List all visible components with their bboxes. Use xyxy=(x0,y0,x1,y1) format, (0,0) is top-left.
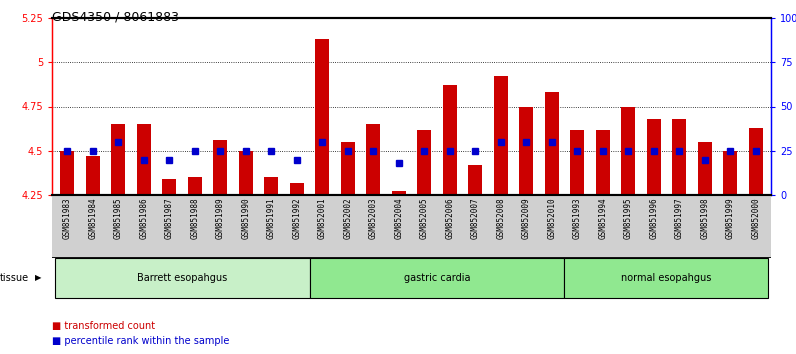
Text: GSM851985: GSM851985 xyxy=(114,197,123,239)
Bar xyxy=(341,142,355,195)
Bar xyxy=(494,76,508,195)
Text: GSM851995: GSM851995 xyxy=(624,197,633,239)
Bar xyxy=(188,177,202,195)
Text: GSM852003: GSM852003 xyxy=(369,197,378,239)
Text: GSM851988: GSM851988 xyxy=(190,197,199,239)
Bar xyxy=(468,165,482,195)
Text: GSM851991: GSM851991 xyxy=(267,197,275,239)
Text: GSM852008: GSM852008 xyxy=(496,197,505,239)
Text: Barrett esopahgus: Barrett esopahgus xyxy=(137,273,227,283)
Bar xyxy=(621,107,635,195)
Text: GSM851992: GSM851992 xyxy=(292,197,301,239)
Text: GSM851986: GSM851986 xyxy=(139,197,148,239)
Text: ■ percentile rank within the sample: ■ percentile rank within the sample xyxy=(52,336,229,347)
Text: GSM852005: GSM852005 xyxy=(419,197,429,239)
Bar xyxy=(60,151,74,195)
Text: GSM852009: GSM852009 xyxy=(521,197,531,239)
Text: GSM852001: GSM852001 xyxy=(318,197,327,239)
Bar xyxy=(137,124,150,195)
Bar xyxy=(162,179,176,195)
Text: GSM851984: GSM851984 xyxy=(88,197,97,239)
Text: GSM852006: GSM852006 xyxy=(445,197,455,239)
FancyBboxPatch shape xyxy=(55,258,310,298)
Bar xyxy=(519,107,533,195)
Text: GSM851997: GSM851997 xyxy=(675,197,684,239)
Text: GSM852007: GSM852007 xyxy=(470,197,480,239)
Text: GSM852002: GSM852002 xyxy=(343,197,353,239)
Text: GSM851999: GSM851999 xyxy=(726,197,735,239)
Text: GSM851989: GSM851989 xyxy=(216,197,224,239)
Bar xyxy=(86,156,100,195)
Bar xyxy=(570,130,584,195)
Text: GDS4350 / 8061883: GDS4350 / 8061883 xyxy=(52,11,179,24)
Bar xyxy=(749,128,763,195)
Bar xyxy=(698,142,712,195)
FancyBboxPatch shape xyxy=(310,258,564,298)
Bar xyxy=(724,151,737,195)
Bar xyxy=(595,130,610,195)
Text: GSM851993: GSM851993 xyxy=(573,197,582,239)
Bar xyxy=(417,130,431,195)
Bar xyxy=(672,119,686,195)
Bar xyxy=(392,192,406,195)
Text: GSM851994: GSM851994 xyxy=(599,197,607,239)
Bar xyxy=(366,124,380,195)
Bar xyxy=(290,183,304,195)
Bar xyxy=(646,119,661,195)
Text: ▶: ▶ xyxy=(34,274,41,282)
Bar xyxy=(443,85,457,195)
Text: GSM852000: GSM852000 xyxy=(751,197,760,239)
Text: GSM852004: GSM852004 xyxy=(394,197,404,239)
Bar xyxy=(315,39,330,195)
Bar xyxy=(111,124,125,195)
Bar xyxy=(239,151,253,195)
Text: tissue: tissue xyxy=(0,273,29,283)
Text: GSM851996: GSM851996 xyxy=(650,197,658,239)
Bar xyxy=(544,92,559,195)
Text: normal esopahgus: normal esopahgus xyxy=(621,273,712,283)
Text: GSM851987: GSM851987 xyxy=(165,197,174,239)
Text: ■ transformed count: ■ transformed count xyxy=(52,320,155,331)
Text: GSM851983: GSM851983 xyxy=(63,197,72,239)
FancyBboxPatch shape xyxy=(564,258,768,298)
Bar xyxy=(264,177,279,195)
Bar xyxy=(213,140,228,195)
Text: GSM851990: GSM851990 xyxy=(241,197,250,239)
Text: gastric cardia: gastric cardia xyxy=(404,273,470,283)
Text: GSM851998: GSM851998 xyxy=(700,197,709,239)
Text: GSM852010: GSM852010 xyxy=(547,197,556,239)
